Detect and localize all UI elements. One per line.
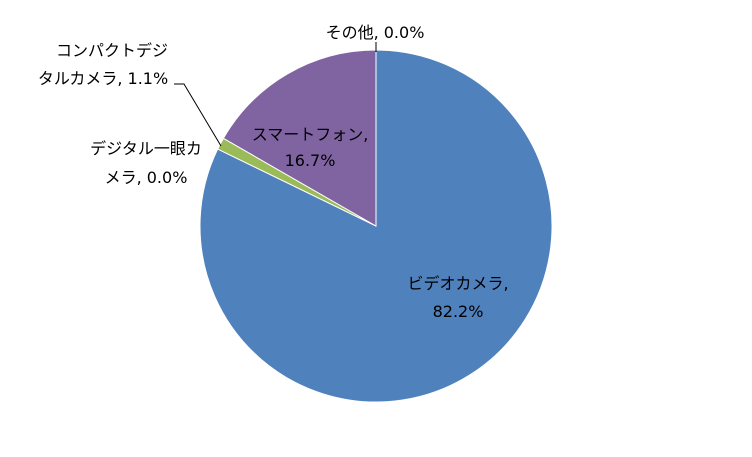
data-label-smartphone-name: スマートフォン, xyxy=(252,125,369,144)
data-label-dslr-name: デジタル一眼カ xyxy=(90,139,202,158)
data-label-other: その他, 0.0% xyxy=(326,23,425,42)
leader-line-compact xyxy=(174,83,222,147)
data-labels: ビデオカメラ, 82.2% スマートフォン, 16.7% その他, 0.0% コ… xyxy=(38,23,509,321)
leader-lines xyxy=(174,42,377,147)
data-label-smartphone-value: 16.7% xyxy=(285,151,336,170)
data-label-video-value: 82.2% xyxy=(433,302,484,321)
pie-slices xyxy=(199,49,553,403)
data-label-video-name: ビデオカメラ, xyxy=(407,274,508,293)
data-label-compact-value: タルカメラ, 1.1% xyxy=(38,69,168,88)
data-label-compact-name: コンパクトデジ xyxy=(56,41,168,60)
pie-slice-4 xyxy=(222,49,377,227)
data-label-dslr-value: メラ, 0.0% xyxy=(105,168,188,187)
